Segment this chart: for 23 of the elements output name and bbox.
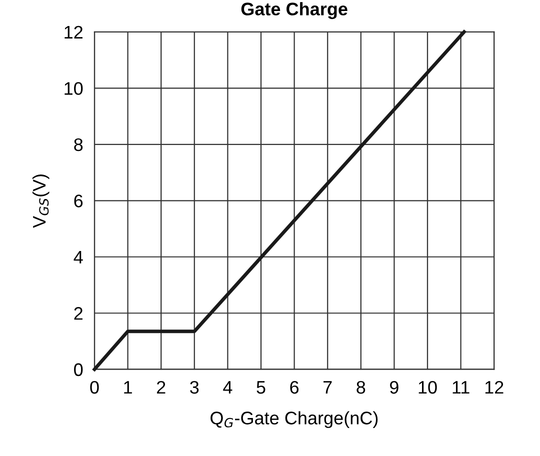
- x-tick-label: 9: [390, 380, 398, 394]
- x-tick-label: 8: [356, 380, 366, 394]
- y-tick-label: 2: [74, 307, 82, 320]
- x-tick-label: 11: [452, 381, 470, 394]
- x-axis-title: Q$_{G}$-Gate Charge(nC): [210, 411, 378, 428]
- chart-title: Gate Charge: [241, 2, 348, 20]
- x-tick-label: 2: [156, 380, 166, 394]
- y-tick-label: 8: [74, 138, 83, 152]
- x-tick-label: 0: [90, 380, 99, 394]
- y-tick-label: 4: [74, 251, 83, 264]
- y-tick-label: 12: [64, 26, 82, 38]
- x-tick-label: 6: [290, 380, 299, 394]
- x-tick-label: 5: [256, 381, 266, 394]
- x-tick-label: 3: [190, 380, 199, 394]
- y-tick-label: 10: [64, 82, 83, 95]
- y-axis-title: V$_{GS}$(V): [32, 174, 50, 228]
- y-tick-label: 0: [74, 363, 83, 376]
- x-tick-label: 4: [223, 381, 232, 394]
- x-tick-label: 1: [124, 381, 132, 394]
- x-tick-label: 7: [324, 381, 332, 394]
- x-tick-label: 12: [485, 380, 504, 394]
- y-tick-label: 6: [74, 194, 83, 208]
- x-tick-label: 10: [418, 380, 437, 394]
